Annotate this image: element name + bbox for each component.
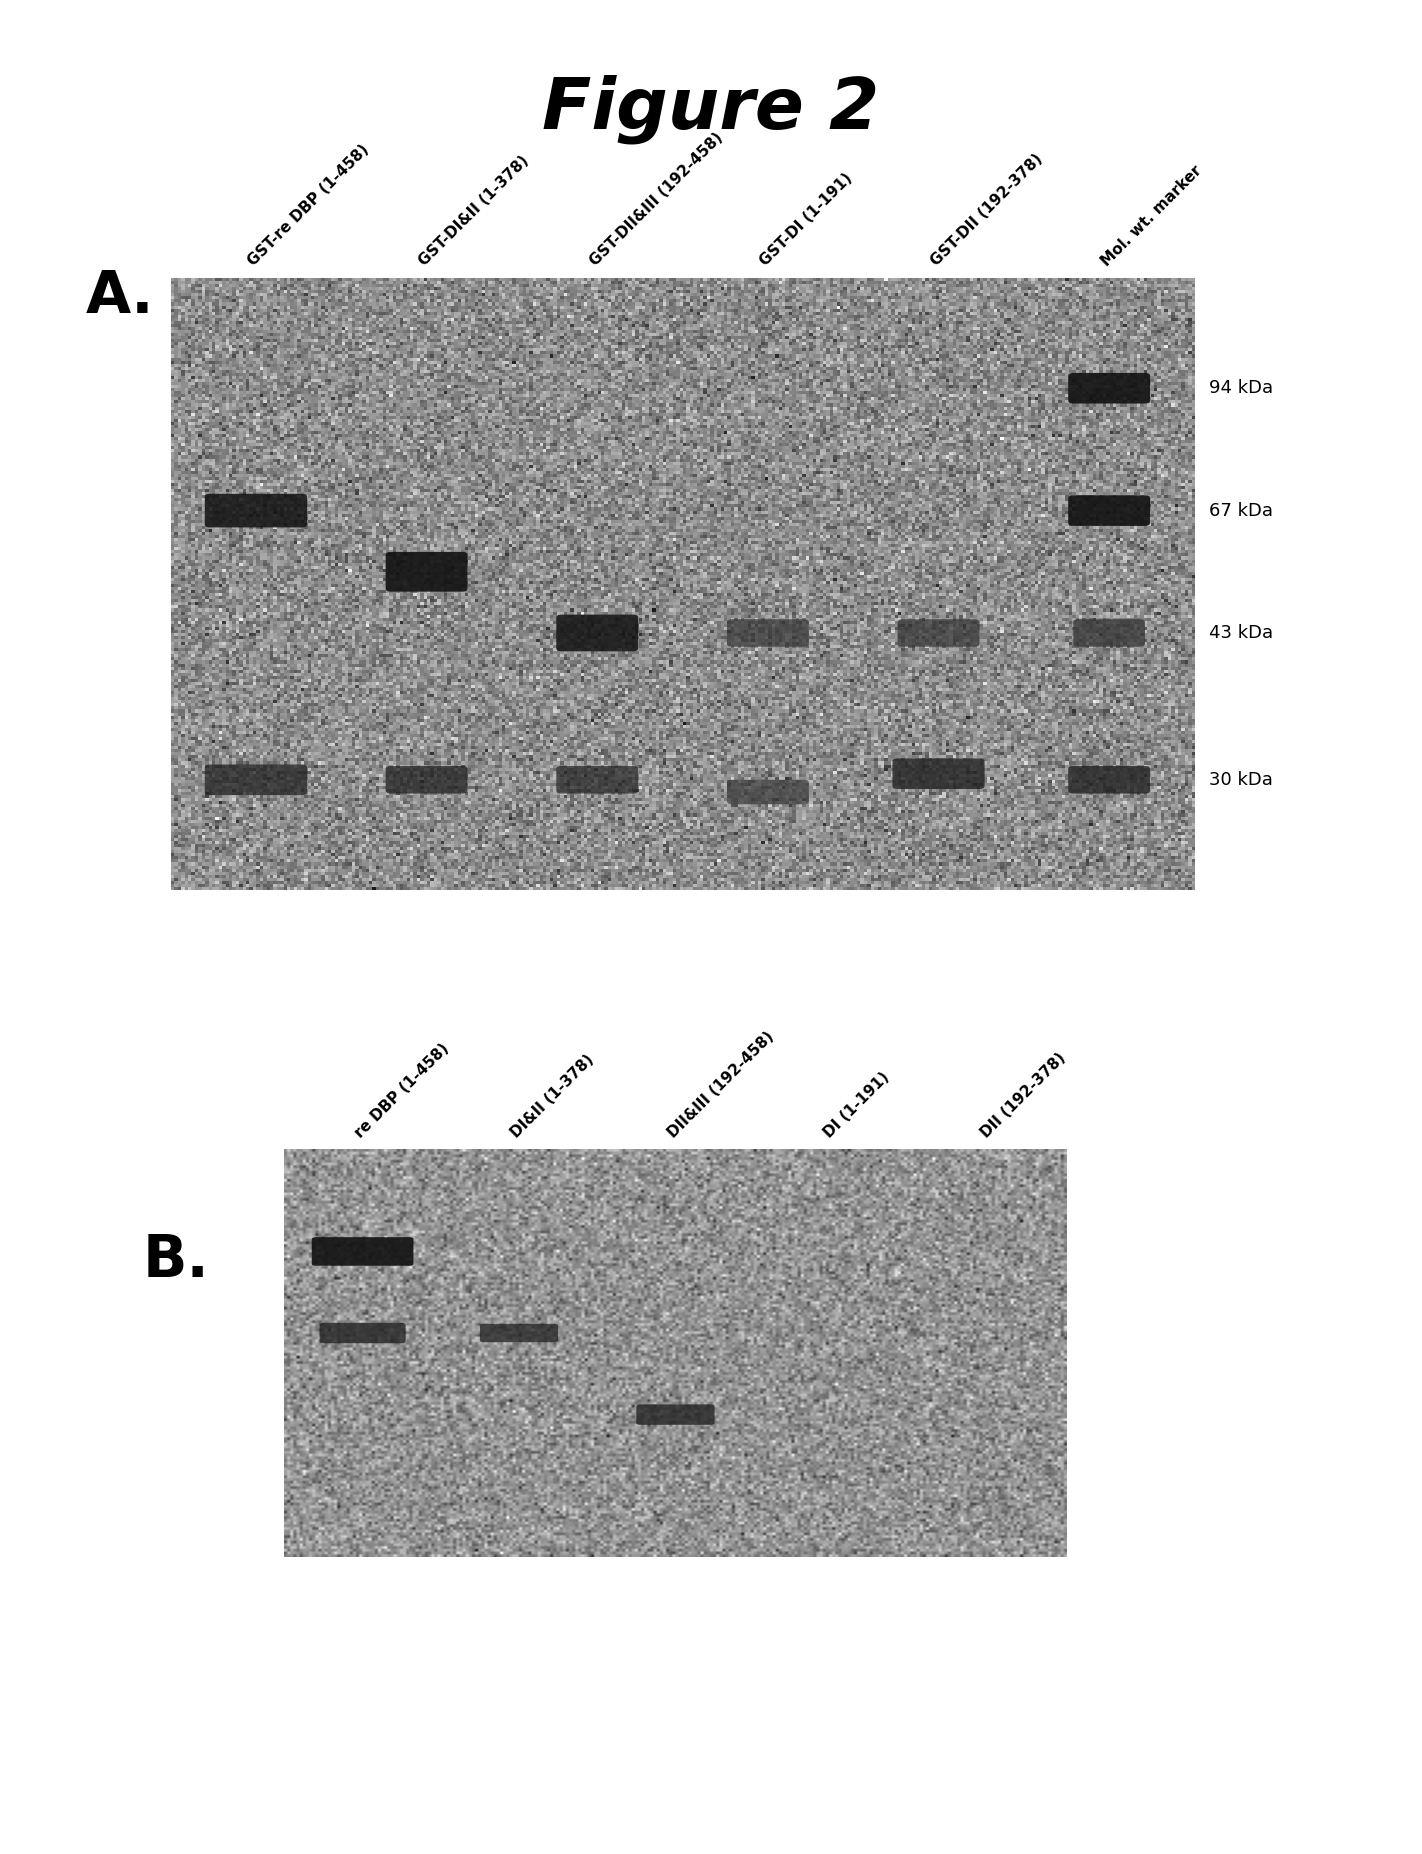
FancyBboxPatch shape (385, 766, 468, 794)
Text: re DBP (1-458): re DBP (1-458) (353, 1040, 452, 1140)
FancyBboxPatch shape (205, 493, 307, 527)
FancyBboxPatch shape (727, 781, 809, 805)
FancyBboxPatch shape (727, 619, 809, 647)
FancyBboxPatch shape (1068, 373, 1150, 404)
FancyBboxPatch shape (311, 1237, 414, 1266)
FancyBboxPatch shape (897, 619, 980, 647)
FancyBboxPatch shape (1074, 619, 1145, 647)
FancyBboxPatch shape (205, 764, 307, 795)
FancyBboxPatch shape (556, 766, 638, 794)
Text: Mol. wt. marker: Mol. wt. marker (1099, 163, 1204, 269)
FancyBboxPatch shape (385, 552, 468, 591)
Text: DII&III (192-458): DII&III (192-458) (665, 1029, 776, 1140)
FancyBboxPatch shape (1068, 495, 1150, 527)
Text: GST-DI&II (1-378): GST-DI&II (1-378) (417, 154, 532, 269)
Text: DI (1-191): DI (1-191) (822, 1070, 893, 1140)
Text: GST-DI (1-191): GST-DI (1-191) (758, 171, 856, 269)
Text: DI&II (1-378): DI&II (1-378) (509, 1051, 597, 1140)
FancyBboxPatch shape (481, 1324, 557, 1342)
Text: Figure 2: Figure 2 (542, 74, 880, 143)
Text: GST-re DBP (1-458): GST-re DBP (1-458) (246, 143, 373, 269)
Text: B.: B. (142, 1233, 209, 1289)
Text: GST-DII (192-378): GST-DII (192-378) (929, 152, 1045, 269)
FancyBboxPatch shape (320, 1324, 405, 1342)
FancyBboxPatch shape (556, 616, 638, 651)
Text: 94 kDa: 94 kDa (1209, 380, 1273, 397)
FancyBboxPatch shape (893, 758, 984, 790)
FancyBboxPatch shape (1068, 766, 1150, 794)
Text: DII (192-378): DII (192-378) (978, 1049, 1068, 1140)
FancyBboxPatch shape (637, 1405, 715, 1426)
Text: 30 kDa: 30 kDa (1209, 771, 1273, 788)
Text: 67 kDa: 67 kDa (1209, 502, 1273, 519)
Text: GST-DII&III (192-458): GST-DII&III (192-458) (587, 130, 725, 269)
Text: A.: A. (85, 269, 154, 324)
Text: 43 kDa: 43 kDa (1209, 625, 1273, 641)
